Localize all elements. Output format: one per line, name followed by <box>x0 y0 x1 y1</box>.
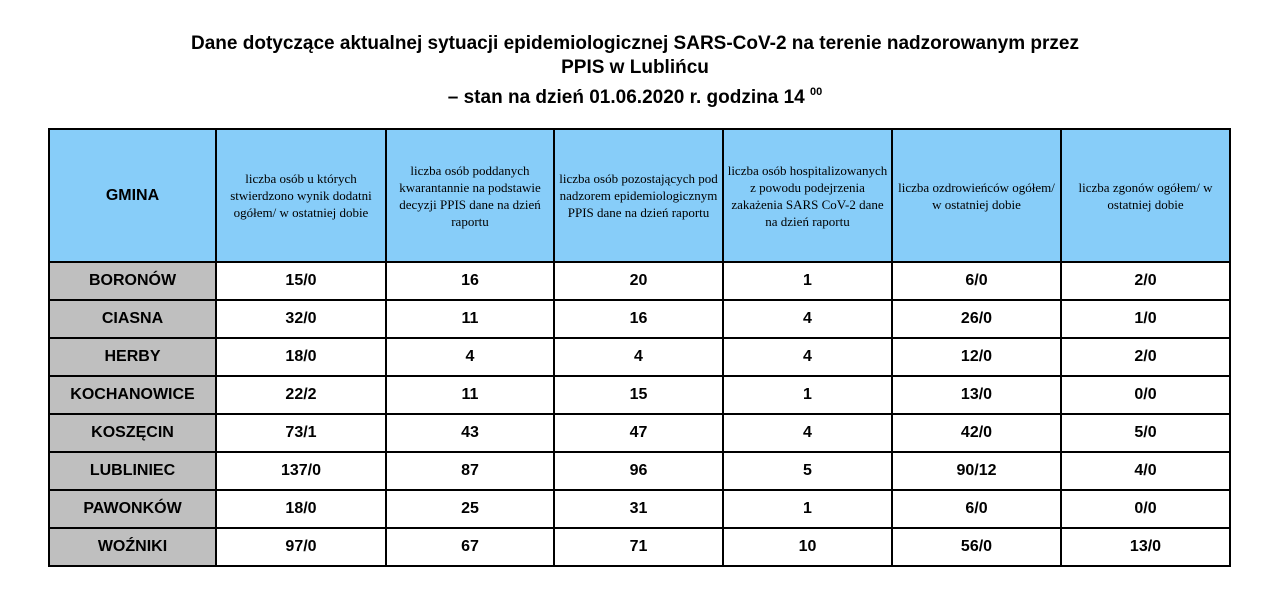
value-cell: 90/12 <box>891 451 1062 491</box>
value-cell: 4/0 <box>1060 451 1231 491</box>
table-row: HERBY 18/0 4 4 4 12/0 2/0 <box>48 337 1231 377</box>
value-cell: 2/0 <box>1060 337 1231 377</box>
value-cell: 1 <box>722 261 893 301</box>
column-header: liczba osób pozostających pod nadzorem e… <box>553 128 724 263</box>
gmina-cell: WOŹNIKI <box>48 527 217 567</box>
value-cell: 4 <box>722 337 893 377</box>
value-cell: 16 <box>385 261 555 301</box>
value-cell: 26/0 <box>891 299 1062 339</box>
value-cell: 32/0 <box>215 299 387 339</box>
value-cell: 6/0 <box>891 489 1062 529</box>
gmina-cell: LUBLINIEC <box>48 451 217 491</box>
value-cell: 18/0 <box>215 489 387 529</box>
value-cell: 12/0 <box>891 337 1062 377</box>
value-cell: 16 <box>553 299 724 339</box>
value-cell: 47 <box>553 413 724 453</box>
value-cell: 22/2 <box>215 375 387 415</box>
table-row: BORONÓW 15/0 16 20 1 6/0 2/0 <box>48 261 1231 301</box>
gmina-cell: BORONÓW <box>48 261 217 301</box>
value-cell: 71 <box>553 527 724 567</box>
gmina-cell: KOSZĘCIN <box>48 413 217 453</box>
value-cell: 11 <box>385 299 555 339</box>
value-cell: 31 <box>553 489 724 529</box>
value-cell: 4 <box>722 413 893 453</box>
value-cell: 15/0 <box>215 261 387 301</box>
value-cell: 0/0 <box>1060 375 1231 415</box>
value-cell: 56/0 <box>891 527 1062 567</box>
value-cell: 4 <box>722 299 893 339</box>
value-cell: 137/0 <box>215 451 387 491</box>
column-header: GMINA <box>48 128 217 263</box>
value-cell: 18/0 <box>215 337 387 377</box>
value-cell: 10 <box>722 527 893 567</box>
table-row: KOCHANOWICE 22/2 11 15 1 13/0 0/0 <box>48 375 1231 415</box>
column-header: liczba osób u których stwierdzono wynik … <box>215 128 387 263</box>
gmina-cell: CIASNA <box>48 299 217 339</box>
table-row: WOŹNIKI 97/0 67 71 10 56/0 13/0 <box>48 527 1231 567</box>
value-cell: 87 <box>385 451 555 491</box>
column-header: liczba ozdrowieńców ogółem/ w ostatniej … <box>891 128 1062 263</box>
column-header: liczba osób hospitalizowanych z powodu p… <box>722 128 893 263</box>
value-cell: 97/0 <box>215 527 387 567</box>
epidemic-data-table: GMINA liczba osób u których stwierdzono w… <box>48 128 1231 567</box>
value-cell: 96 <box>553 451 724 491</box>
document-title: Dane dotyczące aktualnej sytuacji epidem… <box>0 32 1270 110</box>
value-cell: 2/0 <box>1060 261 1231 301</box>
gmina-cell: HERBY <box>48 337 217 377</box>
table-row: PAWONKÓW 18/0 25 31 1 6/0 0/0 <box>48 489 1231 529</box>
column-header: liczba osób poddanych kwarantannie na po… <box>385 128 555 263</box>
value-cell: 5 <box>722 451 893 491</box>
title-line-1: Dane dotyczące aktualnej sytuacji epidem… <box>191 33 1079 54</box>
value-cell: 1 <box>722 375 893 415</box>
table-row: CIASNA 32/0 11 16 4 26/0 1/0 <box>48 299 1231 339</box>
value-cell: 4 <box>385 337 555 377</box>
value-cell: 73/1 <box>215 413 387 453</box>
table-row: LUBLINIEC 137/0 87 96 5 90/12 4/0 <box>48 451 1231 491</box>
table-row: KOSZĘCIN 73/1 43 47 4 42/0 5/0 <box>48 413 1231 453</box>
value-cell: 11 <box>385 375 555 415</box>
value-cell: 13/0 <box>891 375 1062 415</box>
value-cell: 42/0 <box>891 413 1062 453</box>
title-line-3: – stan na dzień 01.06.2020 r. godzina 14… <box>447 86 823 108</box>
value-cell: 67 <box>385 527 555 567</box>
value-cell: 43 <box>385 413 555 453</box>
value-cell: 25 <box>385 489 555 529</box>
value-cell: 5/0 <box>1060 413 1231 453</box>
value-cell: 6/0 <box>891 261 1062 301</box>
header-row: GMINA liczba osób u których stwierdzono w… <box>48 128 1231 263</box>
value-cell: 4 <box>553 337 724 377</box>
value-cell: 15 <box>553 375 724 415</box>
value-cell: 0/0 <box>1060 489 1231 529</box>
title-line-2: PPIS w Lublińcu <box>561 57 709 78</box>
value-cell: 1/0 <box>1060 299 1231 339</box>
value-cell: 1 <box>722 489 893 529</box>
column-header: liczba zgonów ogółem/ w ostatniej dobie <box>1060 128 1231 263</box>
value-cell: 20 <box>553 261 724 301</box>
gmina-cell: PAWONKÓW <box>48 489 217 529</box>
value-cell: 13/0 <box>1060 527 1231 567</box>
gmina-cell: KOCHANOWICE <box>48 375 217 415</box>
